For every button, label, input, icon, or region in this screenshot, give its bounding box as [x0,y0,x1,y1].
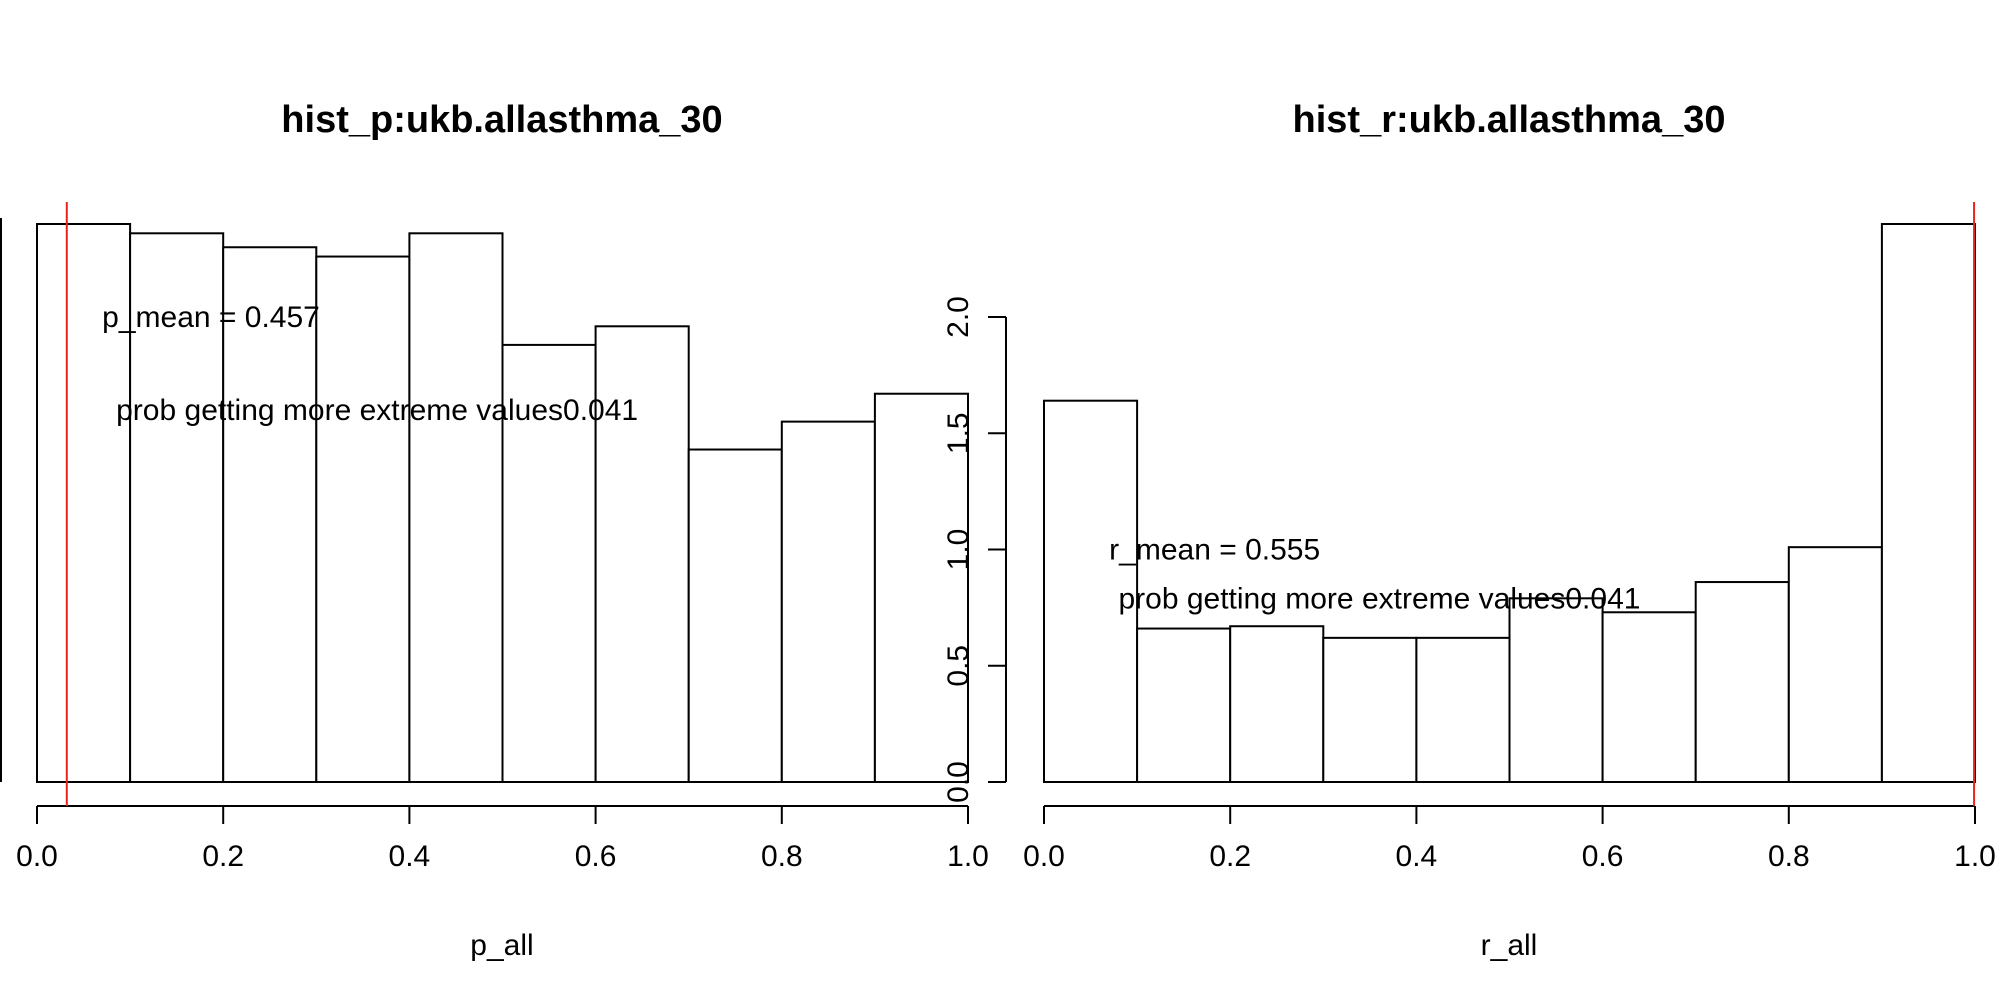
y-tick-label: 0.5 [942,645,975,687]
histogram-bar [1601,611,1697,784]
chart-title: hist_r:ukb.allasthma_30 [1293,99,1726,141]
histogram-bar [408,232,504,784]
bar-group [36,223,970,784]
x-tick-label: 0.4 [389,840,431,873]
histogram-bar [315,255,411,783]
x-axis: 0.0 0.2 0.4 0.6 0.8 1.0 [1023,805,1996,873]
mean-annotation: r_mean = 0.555 [1109,534,1320,567]
histogram-bar [687,448,783,783]
panel-p-histogram: hist_p:ukb.allasthma_30 0.0 0.2 0.4 0.6 0.8 1… [0,99,989,962]
bar-group [1043,223,1977,784]
histogram-bar [780,420,876,783]
histogram-bar [1787,546,1883,783]
x-tick-label: 0.0 [16,840,58,873]
histogram-bar [501,343,597,783]
x-tick-label: 0.8 [761,840,803,873]
prob-annotation: prob getting more extreme values0.041 [116,394,638,427]
histogram-bar [36,223,132,783]
x-axis: 0.0 0.2 0.4 0.6 0.8 1.0 [16,805,989,873]
y-tick-label: 1.5 [942,412,975,454]
y-axis: 0.0 0.5 1.0 1.5 2.0 [942,296,1007,803]
chart-title: hist_p:ukb.allasthma_30 [281,99,722,141]
x-tick-label: 0.6 [1582,840,1624,873]
histogram-bar [1880,223,1977,783]
panel-r-histogram: hist_r:ukb.allasthma_30 0.0 0.2 0.4 0.6 0.8 1… [942,99,1996,962]
x-tick-label: 0.8 [1768,840,1810,873]
mean-annotation: p_mean = 0.457 [102,301,320,334]
histogram-bar [1508,597,1604,784]
histogram-bar [873,392,970,783]
histogram-bar [594,325,690,783]
histogram-bar [1043,399,1139,783]
histogram-bar [1415,636,1511,783]
x-tick-label: 0.6 [575,840,617,873]
x-tick-label: 0.0 [1023,840,1065,873]
histogram-bar [1229,625,1325,783]
x-tick-label: 1.0 [947,840,989,873]
y-tick-label: 0.0 [942,761,975,803]
prob-annotation: prob getting more extreme values0.041 [1118,582,1640,615]
x-tick-label: 0.2 [1209,840,1251,873]
histogram-bar [1136,627,1232,783]
x-tick-label: 0.2 [202,840,244,873]
histogram-bar [1694,581,1790,783]
y-tick-label: 2.0 [942,296,975,338]
y-tick-label: 1.0 [942,529,975,571]
x-tick-label: 1.0 [1954,840,1996,873]
x-tick-label: 0.4 [1396,840,1438,873]
x-axis-label: r_all [1481,929,1538,962]
histogram-bar [1322,636,1418,783]
x-axis-label: p_all [470,929,533,962]
